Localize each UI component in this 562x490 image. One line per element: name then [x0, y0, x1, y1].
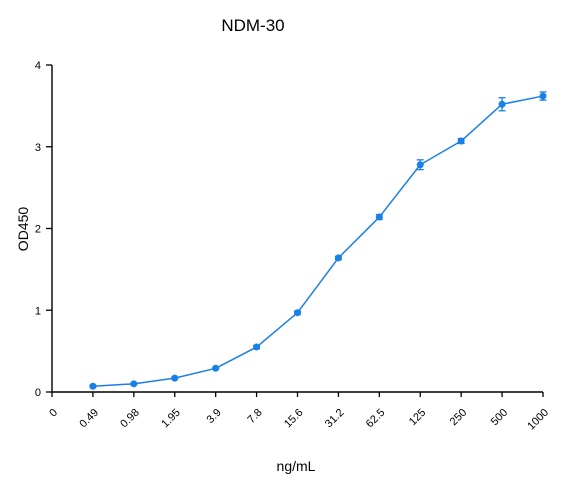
y-tick-label: 4 — [35, 60, 41, 72]
y-tick-label: 3 — [35, 142, 41, 154]
x-tick-label: 0.98 — [118, 407, 142, 431]
y-tick-label: 0 — [35, 387, 41, 399]
data-point — [334, 254, 342, 262]
series-line — [92, 95, 544, 388]
data-point — [130, 380, 138, 388]
chart-title: NDM-30 — [221, 16, 284, 35]
data-point — [457, 137, 465, 145]
x-tick-label: 0.49 — [77, 407, 101, 431]
x-tick-label: 3.9 — [204, 407, 223, 426]
x-tick-label: 500 — [489, 407, 510, 428]
data-point — [171, 374, 179, 382]
x-tick-label: 7.8 — [245, 407, 264, 426]
x-tick-label: 62.5 — [364, 407, 388, 431]
y-axis-label: OD450 — [15, 207, 31, 252]
data-point — [253, 343, 261, 351]
x-tick-label: 1.95 — [159, 407, 183, 431]
x-tick-label: 125 — [407, 407, 428, 428]
axes — [51, 65, 543, 393]
x-tick-label: 0 — [47, 407, 60, 420]
y-tick-label: 1 — [35, 305, 41, 317]
data-point — [294, 309, 301, 317]
data-point — [539, 92, 547, 100]
data-point — [212, 364, 220, 372]
x-axis-label: ng/mL — [277, 458, 316, 474]
x-tick-label: 31.2 — [323, 407, 347, 431]
data-point — [89, 382, 97, 390]
data-point — [375, 213, 383, 221]
axis-ticks: 0 1 2 3 4 0 0.49 0.98 1.95 3.9 7.8 15.6 31.2 62.5 125 2… — [35, 60, 551, 432]
x-tick-label: 250 — [448, 407, 469, 428]
x-tick-label: 1000 — [525, 407, 551, 433]
data-point — [416, 161, 424, 169]
x-tick-label: 15.6 — [282, 407, 306, 431]
data-series — [89, 91, 547, 390]
y-tick-label: 2 — [35, 224, 41, 236]
data-point — [498, 100, 506, 108]
